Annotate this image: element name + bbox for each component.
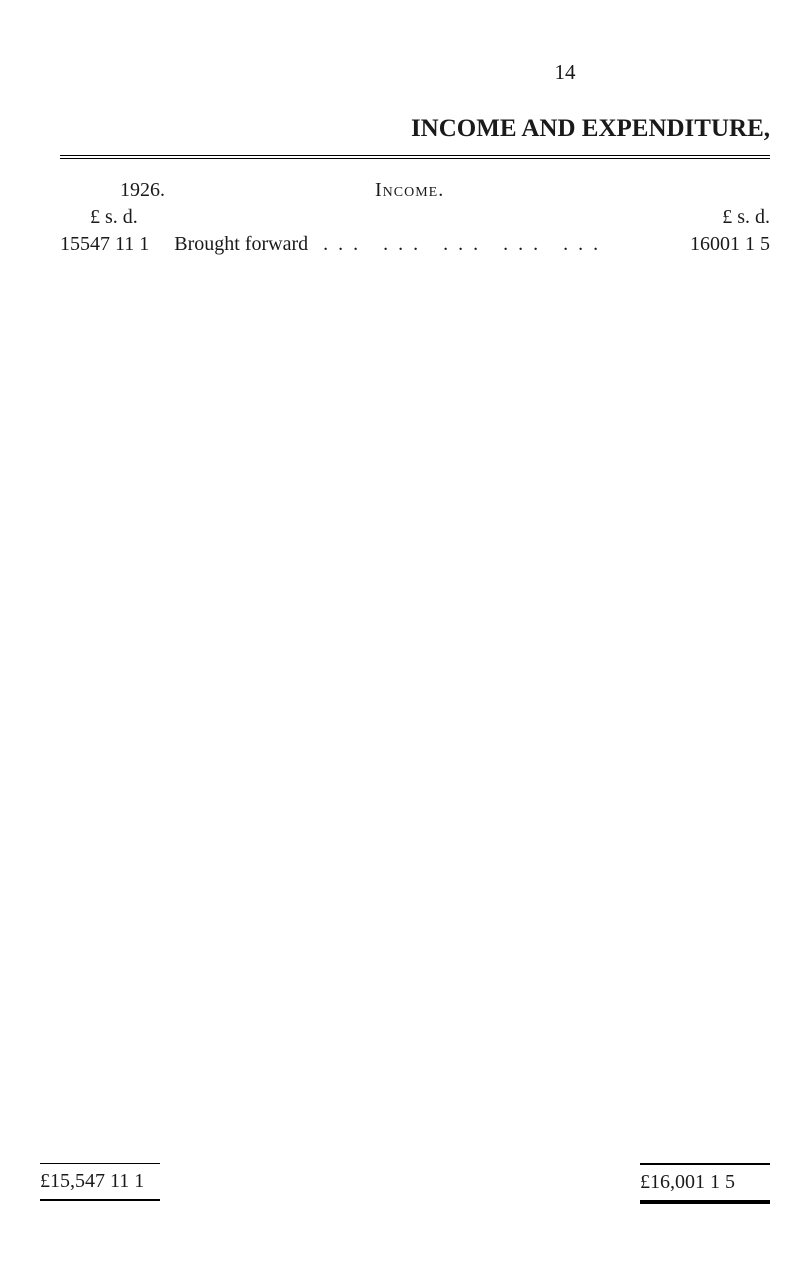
page-number: 14 xyxy=(360,60,770,85)
rule-top-left xyxy=(40,1163,160,1164)
entry-left: 15547 11 1 Brought forward ... ... ... .… xyxy=(60,233,608,256)
amount-right: 16001 1 5 xyxy=(690,233,770,256)
currency-header-row: £ s. d. £ s. d. xyxy=(60,206,770,229)
total-right: £16,001 1 5 xyxy=(640,1171,770,1194)
rule-bottom-left xyxy=(40,1199,160,1201)
total-left: £15,547 11 1 xyxy=(40,1170,160,1193)
entry-description: Brought forward xyxy=(174,233,308,256)
document-title: INCOME AND EXPENDITURE, xyxy=(60,115,770,143)
rule-top-right xyxy=(640,1163,770,1165)
double-rule xyxy=(60,155,770,159)
entry-dots: ... ... ... ... ... xyxy=(323,233,608,256)
amount-left: 15547 11 1 xyxy=(60,233,149,256)
footer-totals: £15,547 11 1 £16,001 1 5 xyxy=(40,1163,770,1204)
rule-bottom-right xyxy=(640,1200,770,1204)
currency-header-right: £ s. d. xyxy=(722,206,770,229)
entry-row: 15547 11 1 Brought forward ... ... ... .… xyxy=(60,233,770,256)
currency-header-left: £ s. d. xyxy=(90,206,138,229)
footer-right: £16,001 1 5 xyxy=(640,1163,770,1204)
section-label: Income. xyxy=(375,179,444,202)
header-row: 1926. Income. xyxy=(60,179,770,202)
footer-left: £15,547 11 1 xyxy=(40,1163,160,1204)
year-label: 1926. xyxy=(120,179,165,202)
